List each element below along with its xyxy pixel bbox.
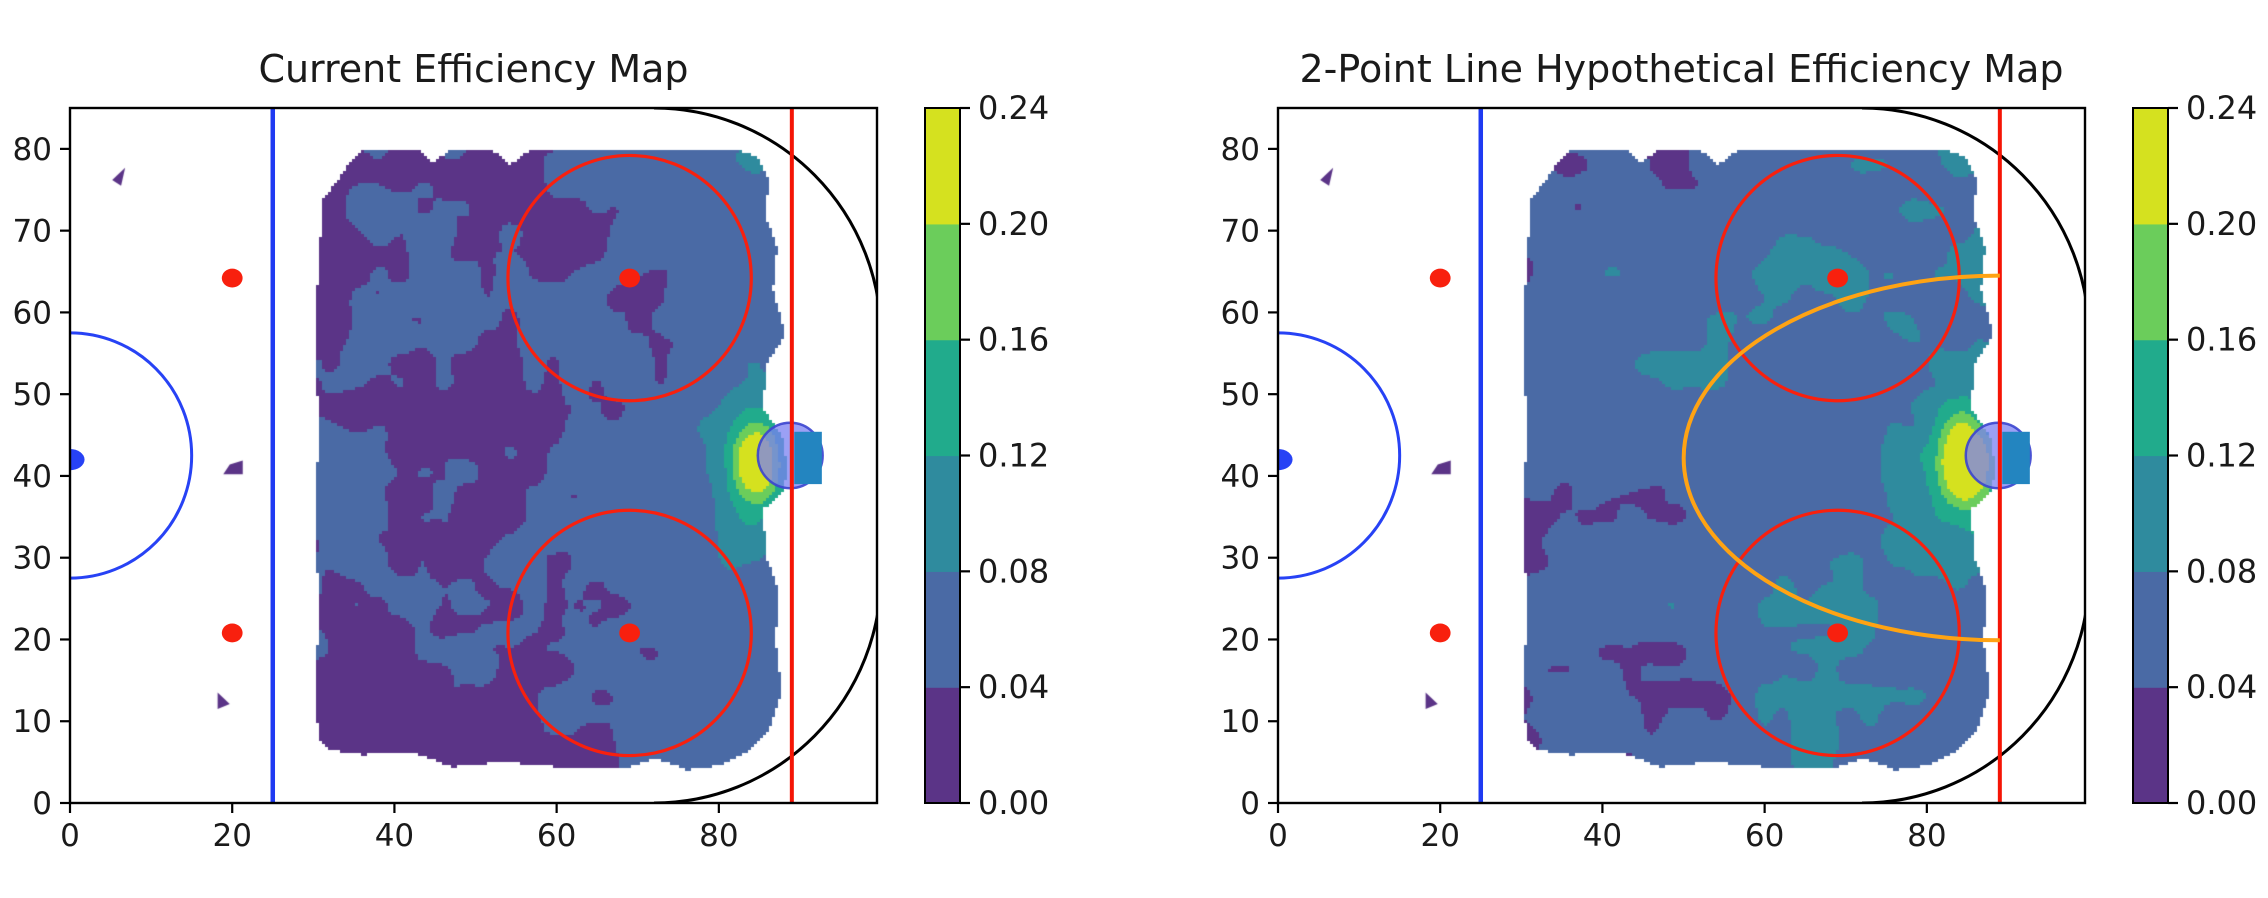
colorbar-tick-label: 0.08 <box>2186 552 2257 590</box>
colorbar-tick-label: 0.20 <box>978 205 1049 243</box>
colorbar-segment <box>2133 108 2168 225</box>
colorbar-segment <box>925 223 960 341</box>
center-ice-circle <box>70 331 194 580</box>
colorbar-segment <box>2133 339 2168 457</box>
colorbar-segment <box>925 108 960 225</box>
x-tick-label: 40 <box>1583 818 1622 854</box>
y-tick-label: 70 <box>1221 214 1260 250</box>
y-tick-label: 40 <box>1221 459 1260 495</box>
x-tick-label: 0 <box>1268 818 1288 854</box>
y-tick-label: 20 <box>13 622 52 658</box>
plot-title: Current Efficiency Map <box>258 47 688 91</box>
colorbar-tick-label: 0.04 <box>2186 668 2257 706</box>
axes: 0 20 40 60 80 0 10 20 30 40 50 60 70 80 <box>13 106 879 854</box>
y-tick-label: 30 <box>13 541 52 577</box>
contour-field-canvas <box>1278 108 2085 803</box>
goal-net <box>794 431 822 485</box>
x-tick-label: 60 <box>537 818 576 854</box>
y-tick-label: 10 <box>13 704 52 740</box>
axes-box <box>68 106 879 805</box>
rink-corner-arc <box>653 108 877 304</box>
colorbar-tick-label: 0.12 <box>978 437 1049 475</box>
colorbar-segment <box>2133 687 2168 804</box>
x-tick-label: 80 <box>699 818 738 854</box>
faceoff-dot <box>1429 268 1451 288</box>
subplot-hypothetical-efficiency: 0 20 40 60 80 0 10 20 30 40 50 60 70 80 0.00 0.04 0.08 0… <box>1134 0 2268 898</box>
colorbar-segment <box>925 571 960 688</box>
faceoff-dot <box>619 623 641 643</box>
x-tick-label: 20 <box>212 818 251 854</box>
y-tick-label: 60 <box>1221 295 1260 331</box>
faceoff-dot <box>1827 268 1849 288</box>
subplot-current-efficiency: 0 20 40 60 80 0 10 20 30 40 50 60 70 80 0.00 0.04 0.08 0… <box>13 47 1050 854</box>
x-tick-label: 80 <box>1907 818 1946 854</box>
faceoff-dot <box>221 623 243 643</box>
colorbar-tick-label: 0.16 <box>978 321 1049 359</box>
rink-corner-arc <box>1861 108 2085 304</box>
colorbar-tick-label: 0.16 <box>2186 321 2257 359</box>
two-point-line <box>1681 273 2000 643</box>
plot-title: 2-Point Line Hypothetical Efficiency Map <box>1300 47 2064 91</box>
y-tick-label: 40 <box>13 459 52 495</box>
faceoff-circle <box>506 153 753 403</box>
y-tick-label: 80 <box>1221 132 1260 168</box>
colorbar-segment <box>2133 455 2168 572</box>
y-tick-label: 70 <box>13 214 52 250</box>
rink-overlay <box>1278 108 2085 803</box>
faceoff-dot <box>221 268 243 288</box>
axes: 0 20 40 60 80 0 10 20 30 40 50 60 70 80 <box>1221 106 2087 854</box>
x-tick-label: 20 <box>1420 818 1459 854</box>
y-tick-label: 20 <box>1221 622 1260 658</box>
y-tick-label: 50 <box>1221 377 1260 413</box>
y-tick-label: 0 <box>32 786 52 822</box>
colorbar: 0.00 0.04 0.08 0.12 0.16 0.20 0.24 <box>924 89 1049 822</box>
y-tick-label: 30 <box>1221 541 1260 577</box>
colorbar-tick-label: 0.00 <box>2186 784 2257 822</box>
colorbar-tick-label: 0.24 <box>2186 89 2257 127</box>
colorbar-tick-label: 0.20 <box>2186 205 2257 243</box>
y-tick-label: 50 <box>13 377 52 413</box>
faceoff-dot <box>1827 623 1849 643</box>
center-ice-dot <box>1278 448 1293 471</box>
faceoff-dot <box>619 268 641 288</box>
goal-net <box>2002 431 2030 485</box>
axes-box <box>1276 106 2087 805</box>
colorbar-tick-label: 0.12 <box>2186 437 2257 475</box>
colorbar-tick-label: 0.04 <box>978 668 1049 706</box>
y-tick-label: 0 <box>1240 786 1260 822</box>
colorbar: 0.00 0.04 0.08 0.12 0.16 0.20 0.24 <box>2132 89 2257 822</box>
colorbar-tick-label: 0.00 <box>978 784 1049 822</box>
center-ice-circle <box>1278 331 1402 580</box>
faceoff-dot <box>1429 623 1451 643</box>
y-tick-label: 10 <box>1221 704 1260 740</box>
colorbar-segment <box>925 339 960 457</box>
colorbar-tick-label: 0.24 <box>978 89 1049 127</box>
colorbar-segment <box>925 687 960 804</box>
x-tick-label: 60 <box>1745 818 1784 854</box>
rink-corner-arc <box>653 607 877 803</box>
y-tick-label: 80 <box>13 132 52 168</box>
faceoff-circle <box>506 508 753 758</box>
colorbar-segment <box>2133 223 2168 341</box>
rink-corner-arc <box>1861 607 2085 803</box>
y-tick-label: 60 <box>13 295 52 331</box>
rink-overlay <box>70 108 877 803</box>
x-tick-label: 40 <box>375 818 414 854</box>
contour-field-canvas <box>70 108 877 803</box>
colorbar-segment <box>2133 571 2168 688</box>
x-tick-label: 0 <box>60 818 80 854</box>
faceoff-circle <box>1714 508 1961 758</box>
center-ice-dot <box>70 448 85 471</box>
colorbar-tick-label: 0.08 <box>978 552 1049 590</box>
colorbar-segment <box>925 455 960 572</box>
